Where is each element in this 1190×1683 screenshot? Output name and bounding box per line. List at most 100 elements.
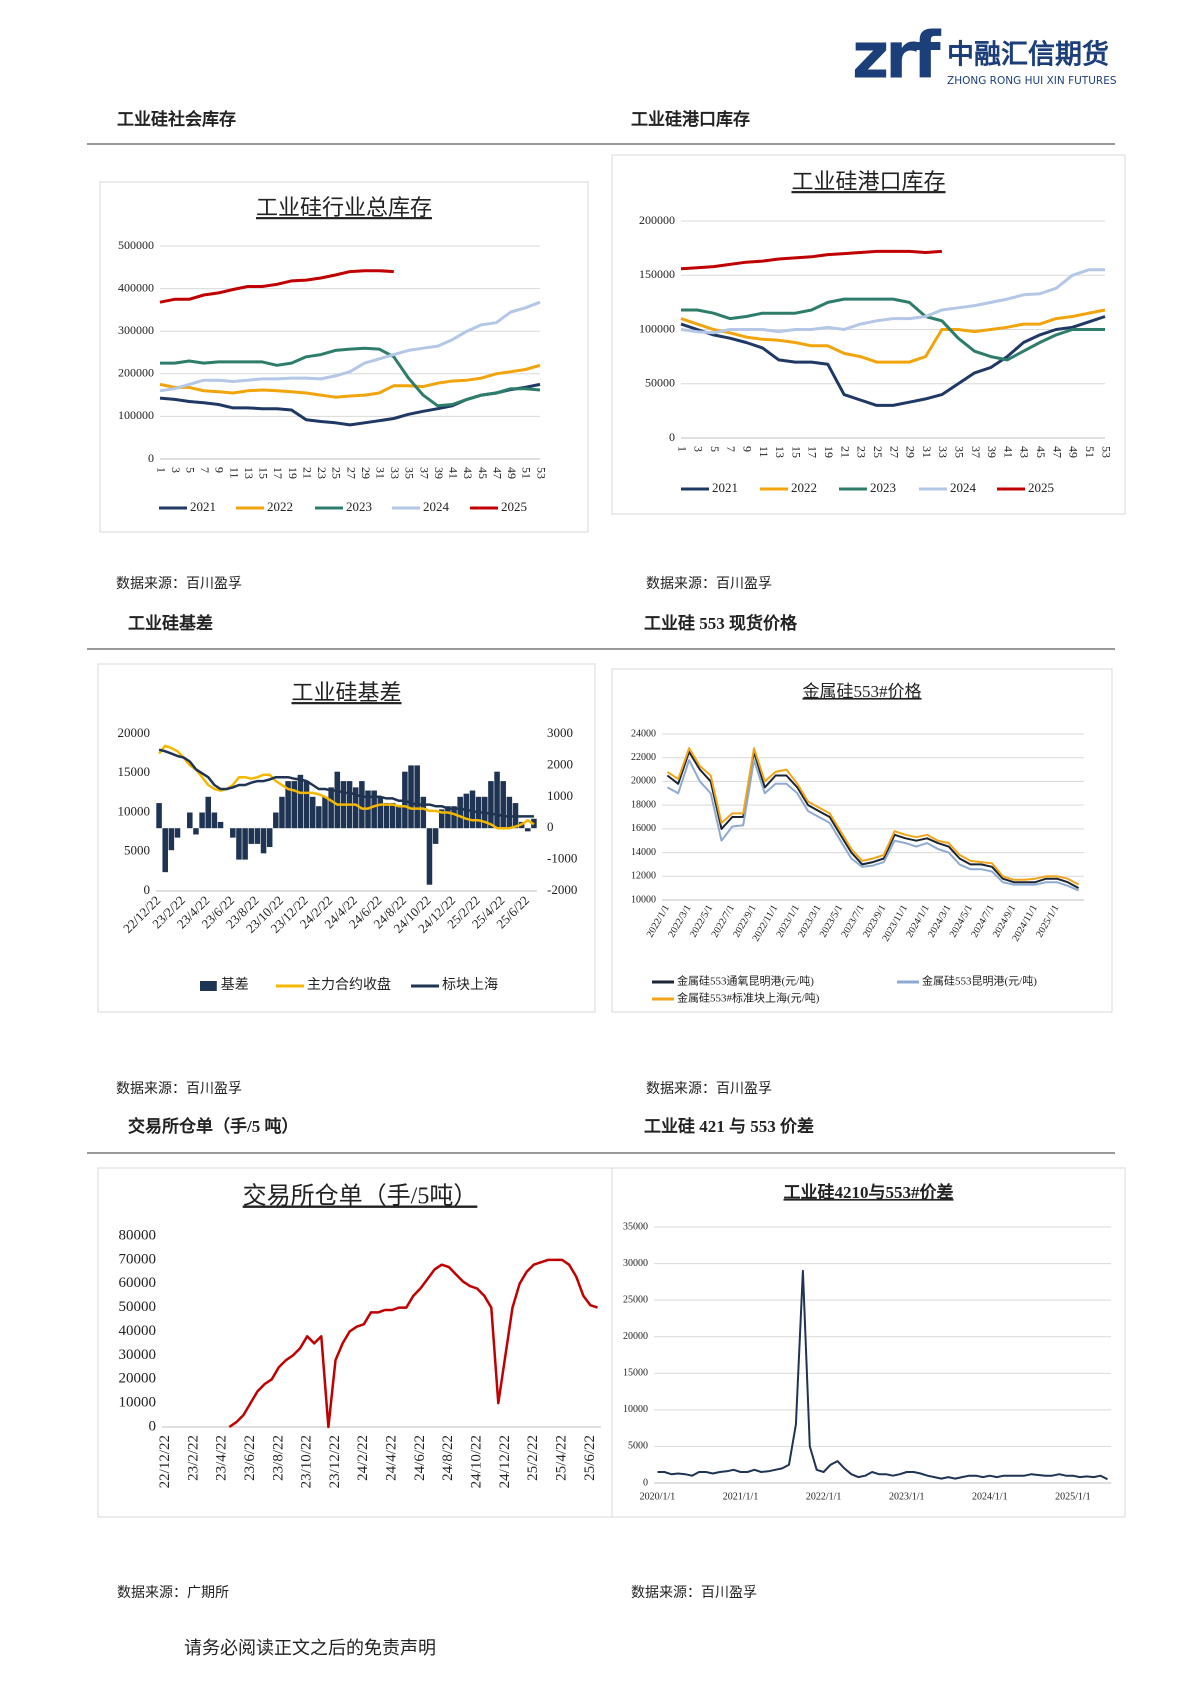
data-source: 数据来源：百川盈孚 [631, 1585, 757, 1601]
bar [383, 803, 390, 829]
legend-label: 2025 [501, 499, 527, 514]
y-tick-label: 35000 [623, 1221, 648, 1232]
company-en: ZHONG RONG HUI XIN FUTURES [947, 75, 1117, 87]
y-tick-label: 10000 [118, 803, 151, 818]
x-tick-label: 33 [388, 467, 402, 479]
bar [242, 828, 248, 860]
x-tick-label: 25 [871, 446, 885, 458]
chart-title: 金属硅553#价格 [803, 682, 922, 701]
legend-label: 2021 [190, 499, 216, 514]
y-tick-label: 20000 [118, 725, 151, 740]
chart-frame [97, 1167, 623, 1518]
y2-tick-label: 3000 [547, 725, 573, 740]
bar [211, 812, 218, 829]
series-line [160, 346, 541, 408]
x-tick-label: 35 [952, 446, 966, 458]
x-tick-label: 39 [432, 467, 446, 479]
y-tick-label: 200000 [118, 366, 154, 380]
y-tick-label: 5000 [124, 843, 150, 858]
bar [236, 828, 242, 860]
y-tick-label: 15000 [623, 1368, 648, 1379]
footer: 请务必阅读正文之后的免责声明 [184, 1638, 436, 1658]
x-tick-label: 7 [724, 446, 738, 452]
bar [279, 796, 285, 829]
x-tick-label: 22/12/22 [157, 1435, 173, 1488]
chart-frame [97, 663, 596, 1013]
x-tick-label: 47 [1050, 446, 1064, 458]
x-tick-label: 21 [300, 467, 314, 479]
legend-label: 2024 [423, 499, 450, 514]
x-tick-label: 11 [227, 467, 241, 479]
x-tick-label: 45 [1034, 446, 1048, 458]
y2-tick-label: -1000 [547, 851, 577, 866]
x-tick-label: 49 [1067, 446, 1081, 458]
x-tick-label: 25/6/22 [582, 1435, 598, 1481]
x-tick-label: 23/12/22 [327, 1435, 343, 1488]
y-tick-label: 10000 [631, 894, 656, 905]
y-tick-label: 0 [643, 1477, 648, 1488]
bar [334, 771, 341, 829]
series-line [159, 300, 541, 393]
chart: 金属硅553#价格 10000 12000 14000 16000 18000 20000 2… [611, 668, 1113, 1013]
legend-label: 2022 [267, 499, 293, 514]
bar [469, 790, 476, 829]
legend-label: 2025 [1028, 480, 1054, 495]
bar [248, 828, 255, 844]
chart: 工业硅4210与553#价差 0 5000 10000 15000 20000 25000 3… [611, 1167, 1126, 1518]
y-tick-label: 18000 [631, 799, 656, 810]
series-line [158, 748, 534, 818]
y-tick-label: 0 [669, 430, 675, 444]
y-tick-label: 200000 [639, 213, 675, 227]
x-tick-label: 17 [271, 467, 285, 479]
legend-label: 主力合约收盘 [307, 976, 391, 993]
y2-tick-label: -2000 [547, 882, 577, 897]
x-tick-label: 51 [520, 467, 534, 479]
bar [494, 771, 500, 829]
y-tick-label: 10000 [119, 1395, 157, 1411]
x-tick-label: 2020/1/1 [640, 1491, 676, 1502]
series-line [666, 759, 1079, 892]
y-tick-label: 50000 [645, 376, 675, 390]
bar [230, 828, 236, 838]
chart: 工业硅行业总库存 0 100000 200000 300000 400000 500000 1… [99, 181, 589, 533]
x-tick-label: 15 [789, 446, 803, 458]
y-tick-label: 50000 [119, 1299, 157, 1315]
y-tick-label: 0 [148, 451, 154, 465]
bar [297, 774, 304, 829]
legend-label: 2024 [950, 480, 977, 495]
x-tick-label: 43 [461, 467, 475, 479]
x-tick-label: 2022/1/1 [806, 1491, 842, 1502]
section-title: 工业硅 421 与 553 价差 [644, 1116, 814, 1136]
bar [525, 828, 531, 832]
y-tick-label: 100000 [118, 408, 154, 422]
x-tick-label: 19 [286, 467, 300, 479]
series-line [666, 747, 1080, 886]
x-tick-label: 23/10/22 [299, 1435, 315, 1488]
x-tick-label: 31 [373, 467, 387, 479]
y-tick-label: 22000 [631, 752, 656, 763]
bar [457, 796, 463, 829]
x-tick-label: 1 [154, 467, 168, 473]
x-tick-label: 24/12/22 [497, 1435, 513, 1488]
y-tick-label: 400000 [118, 280, 154, 294]
y-tick-label: 20000 [623, 1331, 648, 1342]
x-tick-label: 11 [757, 446, 771, 458]
x-tick-label: 23/2/22 [185, 1435, 201, 1481]
data-source: 数据来源：百川盈孚 [646, 576, 772, 592]
y2-tick-label: 2000 [547, 756, 573, 771]
x-tick-label: 3 [692, 446, 706, 452]
legend-label: 2023 [870, 480, 896, 495]
y-tick-label: 20000 [631, 776, 656, 787]
x-tick-label: 2025/1/1 [1055, 1491, 1091, 1502]
y-tick-label: 0 [144, 882, 151, 897]
bar [371, 790, 377, 829]
x-tick-label: 24/8/22 [440, 1435, 456, 1481]
chart: 工业硅基差 0 5000 10000 15000 20000 -2000 -1000 0 1000… [97, 663, 596, 1013]
x-tick-label: 24/10/22 [469, 1435, 485, 1488]
y-tick-label: 70000 [119, 1251, 157, 1267]
y-tick-label: 30000 [119, 1347, 157, 1363]
x-tick-label: 2021/1/1 [723, 1491, 759, 1502]
x-tick-label: 23/6/22 [242, 1435, 258, 1481]
chart-frame [611, 668, 1113, 1013]
